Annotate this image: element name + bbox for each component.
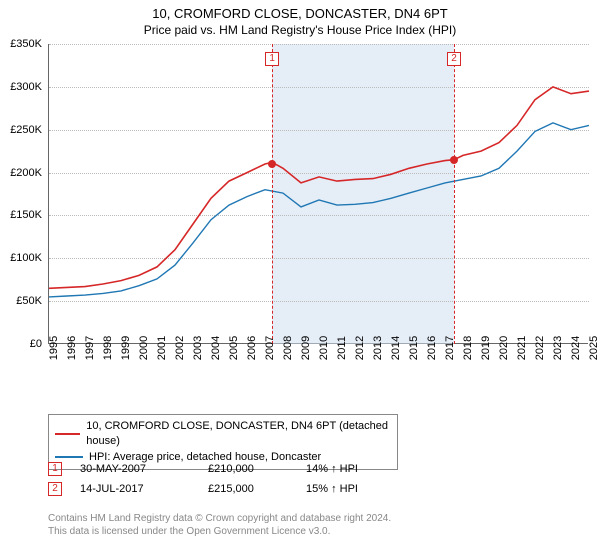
x-axis-label: 2022 <box>534 336 546 360</box>
series-line-hpi <box>49 123 589 297</box>
chart: 12 £0£50K£100K£150K£200K£250K£300K£350K … <box>48 44 588 374</box>
y-axis-label: £200K <box>0 167 42 179</box>
y-axis-label: £350K <box>0 38 42 50</box>
events-table: 1 30-MAY-2007 £210,000 14% ↑ HPI 2 14-JU… <box>48 462 406 502</box>
chart-lines <box>49 44 589 344</box>
x-axis-label: 2008 <box>282 336 294 360</box>
plot-area: 12 <box>48 44 588 344</box>
x-axis-label: 2023 <box>552 336 564 360</box>
legend-swatch <box>55 456 83 458</box>
footer-line: Contains HM Land Registry data © Crown c… <box>48 512 391 525</box>
x-axis-label: 1995 <box>48 336 60 360</box>
event-hpi: 14% ↑ HPI <box>306 463 406 475</box>
footer-line: This data is licensed under the Open Gov… <box>48 525 391 538</box>
y-axis-label: £300K <box>0 81 42 93</box>
y-axis-label: £250K <box>0 124 42 136</box>
event-hpi: 15% ↑ HPI <box>306 483 406 495</box>
y-axis-label: £50K <box>0 295 42 307</box>
x-axis-label: 2025 <box>588 336 600 360</box>
event-marker-icon: 1 <box>48 462 62 476</box>
x-axis-label: 2016 <box>426 336 438 360</box>
y-axis-label: £150K <box>0 209 42 221</box>
x-axis-label: 2003 <box>192 336 204 360</box>
x-axis-label: 1997 <box>84 336 96 360</box>
event-price: £215,000 <box>208 483 288 495</box>
page-title: 10, CROMFORD CLOSE, DONCASTER, DN4 6PT <box>0 0 600 21</box>
event-row: 2 14-JUL-2017 £215,000 15% ↑ HPI <box>48 482 406 496</box>
x-axis-label: 1998 <box>102 336 114 360</box>
marker-dash <box>454 44 455 344</box>
x-axis-label: 2017 <box>444 336 456 360</box>
x-axis-label: 2013 <box>372 336 384 360</box>
x-axis-label: 2010 <box>318 336 330 360</box>
event-date: 14-JUL-2017 <box>80 483 190 495</box>
x-axis-label: 2019 <box>480 336 492 360</box>
x-axis-label: 2006 <box>246 336 258 360</box>
x-axis-label: 2024 <box>570 336 582 360</box>
x-axis-label: 2012 <box>354 336 366 360</box>
x-axis-label: 2011 <box>336 336 348 360</box>
event-marker-icon: 2 <box>48 482 62 496</box>
event-row: 1 30-MAY-2007 £210,000 14% ↑ HPI <box>48 462 406 476</box>
x-axis-label: 2007 <box>264 336 276 360</box>
y-axis-label: £0 <box>0 338 42 350</box>
x-axis-label: 1999 <box>120 336 132 360</box>
x-axis-label: 2015 <box>408 336 420 360</box>
marker-box: 1 <box>265 52 279 66</box>
legend-swatch <box>55 433 80 435</box>
series-line-price_paid <box>49 87 589 288</box>
x-axis-label: 1996 <box>66 336 78 360</box>
event-date: 30-MAY-2007 <box>80 463 190 475</box>
x-axis-label: 2004 <box>210 336 222 360</box>
page-subtitle: Price paid vs. HM Land Registry's House … <box>0 21 600 37</box>
x-axis-label: 2018 <box>462 336 474 360</box>
x-axis-label: 2000 <box>138 336 150 360</box>
event-price: £210,000 <box>208 463 288 475</box>
x-axis-label: 2002 <box>174 336 186 360</box>
x-axis-label: 2021 <box>516 336 528 360</box>
marker-box: 2 <box>447 52 461 66</box>
marker-dash <box>272 44 273 344</box>
x-axis-label: 2005 <box>228 336 240 360</box>
x-axis-label: 2020 <box>498 336 510 360</box>
y-axis-label: £100K <box>0 252 42 264</box>
legend-item: 10, CROMFORD CLOSE, DONCASTER, DN4 6PT (… <box>55 419 391 450</box>
x-axis-label: 2014 <box>390 336 402 360</box>
x-axis-label: 2009 <box>300 336 312 360</box>
legend-label: 10, CROMFORD CLOSE, DONCASTER, DN4 6PT (… <box>86 419 391 450</box>
x-axis-label: 2001 <box>156 336 168 360</box>
footer: Contains HM Land Registry data © Crown c… <box>48 512 391 538</box>
